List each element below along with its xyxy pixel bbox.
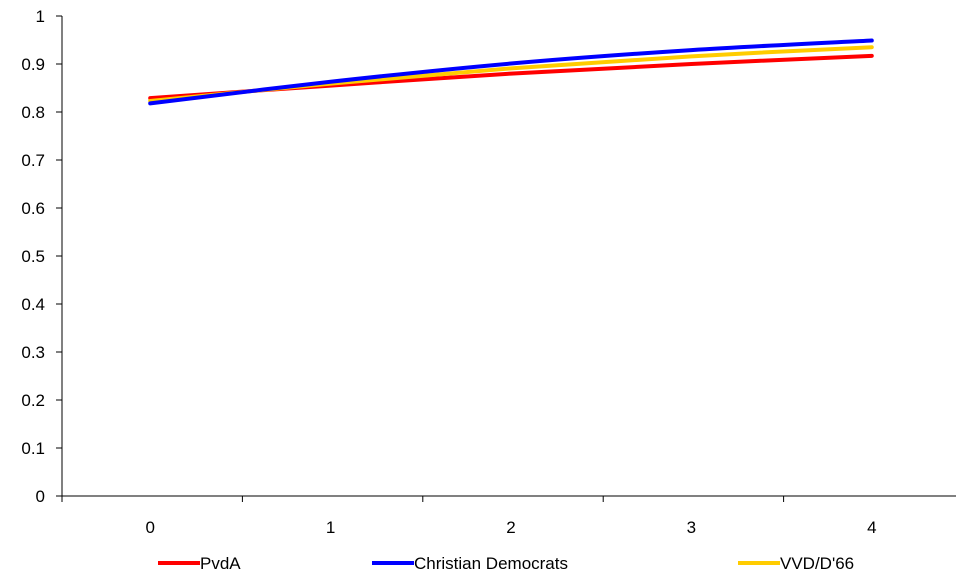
series-line-christian-democrats <box>148 38 874 106</box>
legend-item-christian-democrats: Christian Democrats <box>372 554 568 573</box>
series-lines <box>148 38 874 106</box>
y-tick-label: 0.5 <box>21 247 45 266</box>
legend-label: VVD/D'66 <box>780 554 854 573</box>
y-tick-label: 0.2 <box>21 391 45 410</box>
y-tick-label: 0.1 <box>21 439 45 458</box>
legend-item-pvda: PvdA <box>158 554 241 573</box>
x-axis-ticks: 0 1 2 3 4 <box>61 496 877 537</box>
x-tick-label: 2 <box>506 518 515 537</box>
legend-label: Christian Democrats <box>414 554 568 573</box>
y-tick-label: 0.6 <box>21 199 45 218</box>
y-tick-label: 0.8 <box>21 103 45 122</box>
y-tick-label: 0.3 <box>21 343 45 362</box>
chart-axes <box>61 16 956 497</box>
legend: PvdA Christian Democrats VVD/D'66 <box>158 554 854 573</box>
x-tick-label: 4 <box>867 518 876 537</box>
y-tick-label: 1 <box>36 7 45 26</box>
x-tick-label: 3 <box>687 518 696 537</box>
legend-item-vvd-d-66: VVD/D'66 <box>738 554 854 573</box>
legend-label: PvdA <box>200 554 241 573</box>
x-tick-label: 1 <box>326 518 335 537</box>
x-tick-label: 0 <box>145 518 154 537</box>
y-tick-label: 0.4 <box>21 295 45 314</box>
y-tick-label: 0 <box>36 487 45 506</box>
y-tick-label: 0.9 <box>21 55 45 74</box>
y-tick-label: 0.7 <box>21 151 45 170</box>
y-axis-ticks: 0 0.1 0.2 0.3 0.4 0.5 0.6 0.7 0.8 0.9 1 <box>21 7 62 506</box>
